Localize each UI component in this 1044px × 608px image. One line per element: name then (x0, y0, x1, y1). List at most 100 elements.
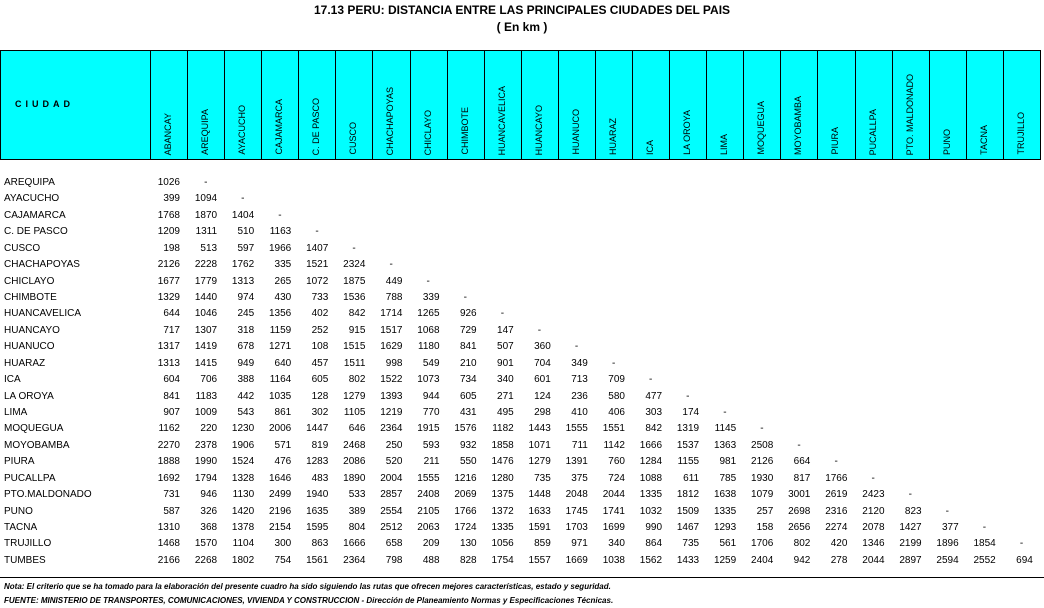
distance-cell: 1666 (343, 538, 366, 550)
distance-cell: 1259 (713, 554, 737, 566)
distance-cell: 1142 (603, 439, 625, 451)
distance-cell: - (908, 489, 912, 501)
table-header: CIUDAD ABANCAY AREQUIPA AYACUCHO CAJAMARCA C… (0, 50, 1041, 160)
distance-cell: 1071 (528, 439, 551, 451)
column-divider (0, 51, 1, 159)
distance-cell: 841 (163, 390, 180, 402)
column-header-label: MOYOBAMBA (793, 95, 804, 155)
distance-cell: 1779 (194, 275, 218, 287)
distance-cell: 1130 (232, 489, 255, 501)
page-title: 17.13 PERU: DISTANCIA ENTRE LAS PRINCIPA… (313, 3, 731, 17)
distance-cell: - (315, 226, 319, 238)
distance-cell: 513 (200, 242, 218, 254)
distance-cell: 476 (274, 456, 292, 468)
distance-cell: 389 (348, 505, 366, 517)
distance-cell: 1706 (751, 538, 774, 550)
distance-cell: 1990 (194, 456, 218, 468)
distance-cell: 507 (497, 341, 514, 353)
distance-cell: 981 (719, 456, 737, 468)
distance-cell: 587 (163, 505, 180, 517)
column-header-label: PUNO (941, 128, 952, 155)
distance-cell: 1669 (565, 554, 588, 566)
distance-cell: 605 (311, 374, 329, 386)
distance-cell: 124 (534, 390, 551, 402)
distance-cell: 2378 (194, 439, 218, 451)
distance-cell: 1415 (194, 357, 218, 369)
distance-cell: 2063 (417, 522, 440, 534)
distance-cell: 1766 (454, 505, 477, 517)
column-header: LIMA (706, 55, 743, 155)
distance-cell: - (760, 423, 764, 435)
column-header: HUANCAVELICA (484, 55, 521, 155)
distance-cell: 760 (608, 456, 625, 468)
column-header: TACNA (966, 55, 1003, 155)
column-divider (928, 51, 930, 159)
column-header: TRUJILLO (1003, 55, 1040, 155)
distance-cell: 1279 (528, 456, 551, 468)
distance-cell: 1633 (528, 505, 551, 517)
distance-cell: 2044 (602, 489, 625, 501)
distance-cell: 798 (385, 554, 403, 566)
column-header: CHICLAYO (410, 55, 447, 155)
distance-cell: 1407 (306, 242, 329, 254)
distance-cell: 431 (459, 407, 477, 419)
distance-cell: 326 (200, 505, 218, 517)
distance-cell: 1375 (491, 489, 514, 501)
distance-cell: 734 (459, 374, 477, 386)
distance-cell: 717 (163, 324, 180, 336)
distance-cell: 1335 (639, 489, 663, 501)
distance-cell: 561 (719, 538, 737, 550)
distance-cell: - (278, 209, 282, 221)
distance-cell: 1875 (343, 275, 366, 287)
distance-cell: 2499 (268, 489, 292, 501)
distance-cell: 265 (274, 275, 292, 287)
column-header-label: LIMA (719, 133, 730, 155)
row-city-label: PTO.MALDONADO (4, 489, 92, 501)
distance-cell: 1629 (380, 341, 403, 353)
distance-cell: 220 (200, 423, 218, 435)
distance-cell: 257 (756, 505, 774, 517)
distance-cell: 678 (237, 341, 255, 353)
distance-cell: 1468 (157, 538, 180, 550)
distance-cell: 430 (274, 292, 292, 303)
distance-cell: 1768 (157, 209, 180, 221)
column-header: AYACUCHO (224, 55, 261, 155)
distance-cell: 510 (237, 226, 255, 238)
distance-cell: 1570 (194, 538, 218, 550)
distance-cell: 1293 (713, 522, 737, 534)
distance-cell: 1180 (418, 341, 440, 353)
distance-cell: 410 (571, 407, 588, 419)
distance-cell: 1046 (194, 308, 218, 320)
column-divider (557, 51, 559, 159)
distance-cell: 339 (422, 292, 440, 303)
distance-cell: 735 (534, 472, 551, 484)
source-note: FUENTE: MINISTERIO DE TRANSPORTES, COMUN… (4, 596, 614, 605)
distance-cell: 2324 (343, 259, 366, 271)
distance-cell: 1283 (306, 456, 329, 468)
column-divider (891, 51, 893, 159)
distance-cell: 549 (422, 357, 440, 369)
distance-cell: 1557 (528, 554, 551, 566)
distance-cell: 375 (571, 472, 588, 484)
distance-cell: 300 (274, 538, 292, 550)
distance-cell: 3001 (788, 489, 811, 501)
distance-cell: 646 (348, 423, 366, 435)
distance-cell: 442 (237, 390, 255, 402)
distance-cell: 335 (274, 259, 292, 271)
row-city-label: ICA (4, 374, 21, 386)
distance-cell: 402 (311, 308, 329, 320)
distance-cell: 1517 (380, 324, 403, 336)
distance-cell: - (204, 177, 208, 188)
distance-cell: 1646 (268, 472, 292, 484)
distance-cell: 1766 (825, 472, 848, 484)
distance-cell: 802 (793, 538, 811, 550)
column-header-label: ICA (645, 139, 656, 155)
column-header: MOYOBAMBA (780, 55, 817, 155)
distance-cell: 2004 (380, 472, 403, 484)
column-header-label: TACNA (978, 125, 989, 155)
row-city-label: PIURA (4, 456, 35, 468)
distance-cell: 2423 (862, 489, 885, 501)
distance-cell: 1536 (343, 292, 366, 303)
row-city-label: CAJAMARCA (4, 209, 66, 221)
distance-cell: 1335 (491, 522, 514, 534)
